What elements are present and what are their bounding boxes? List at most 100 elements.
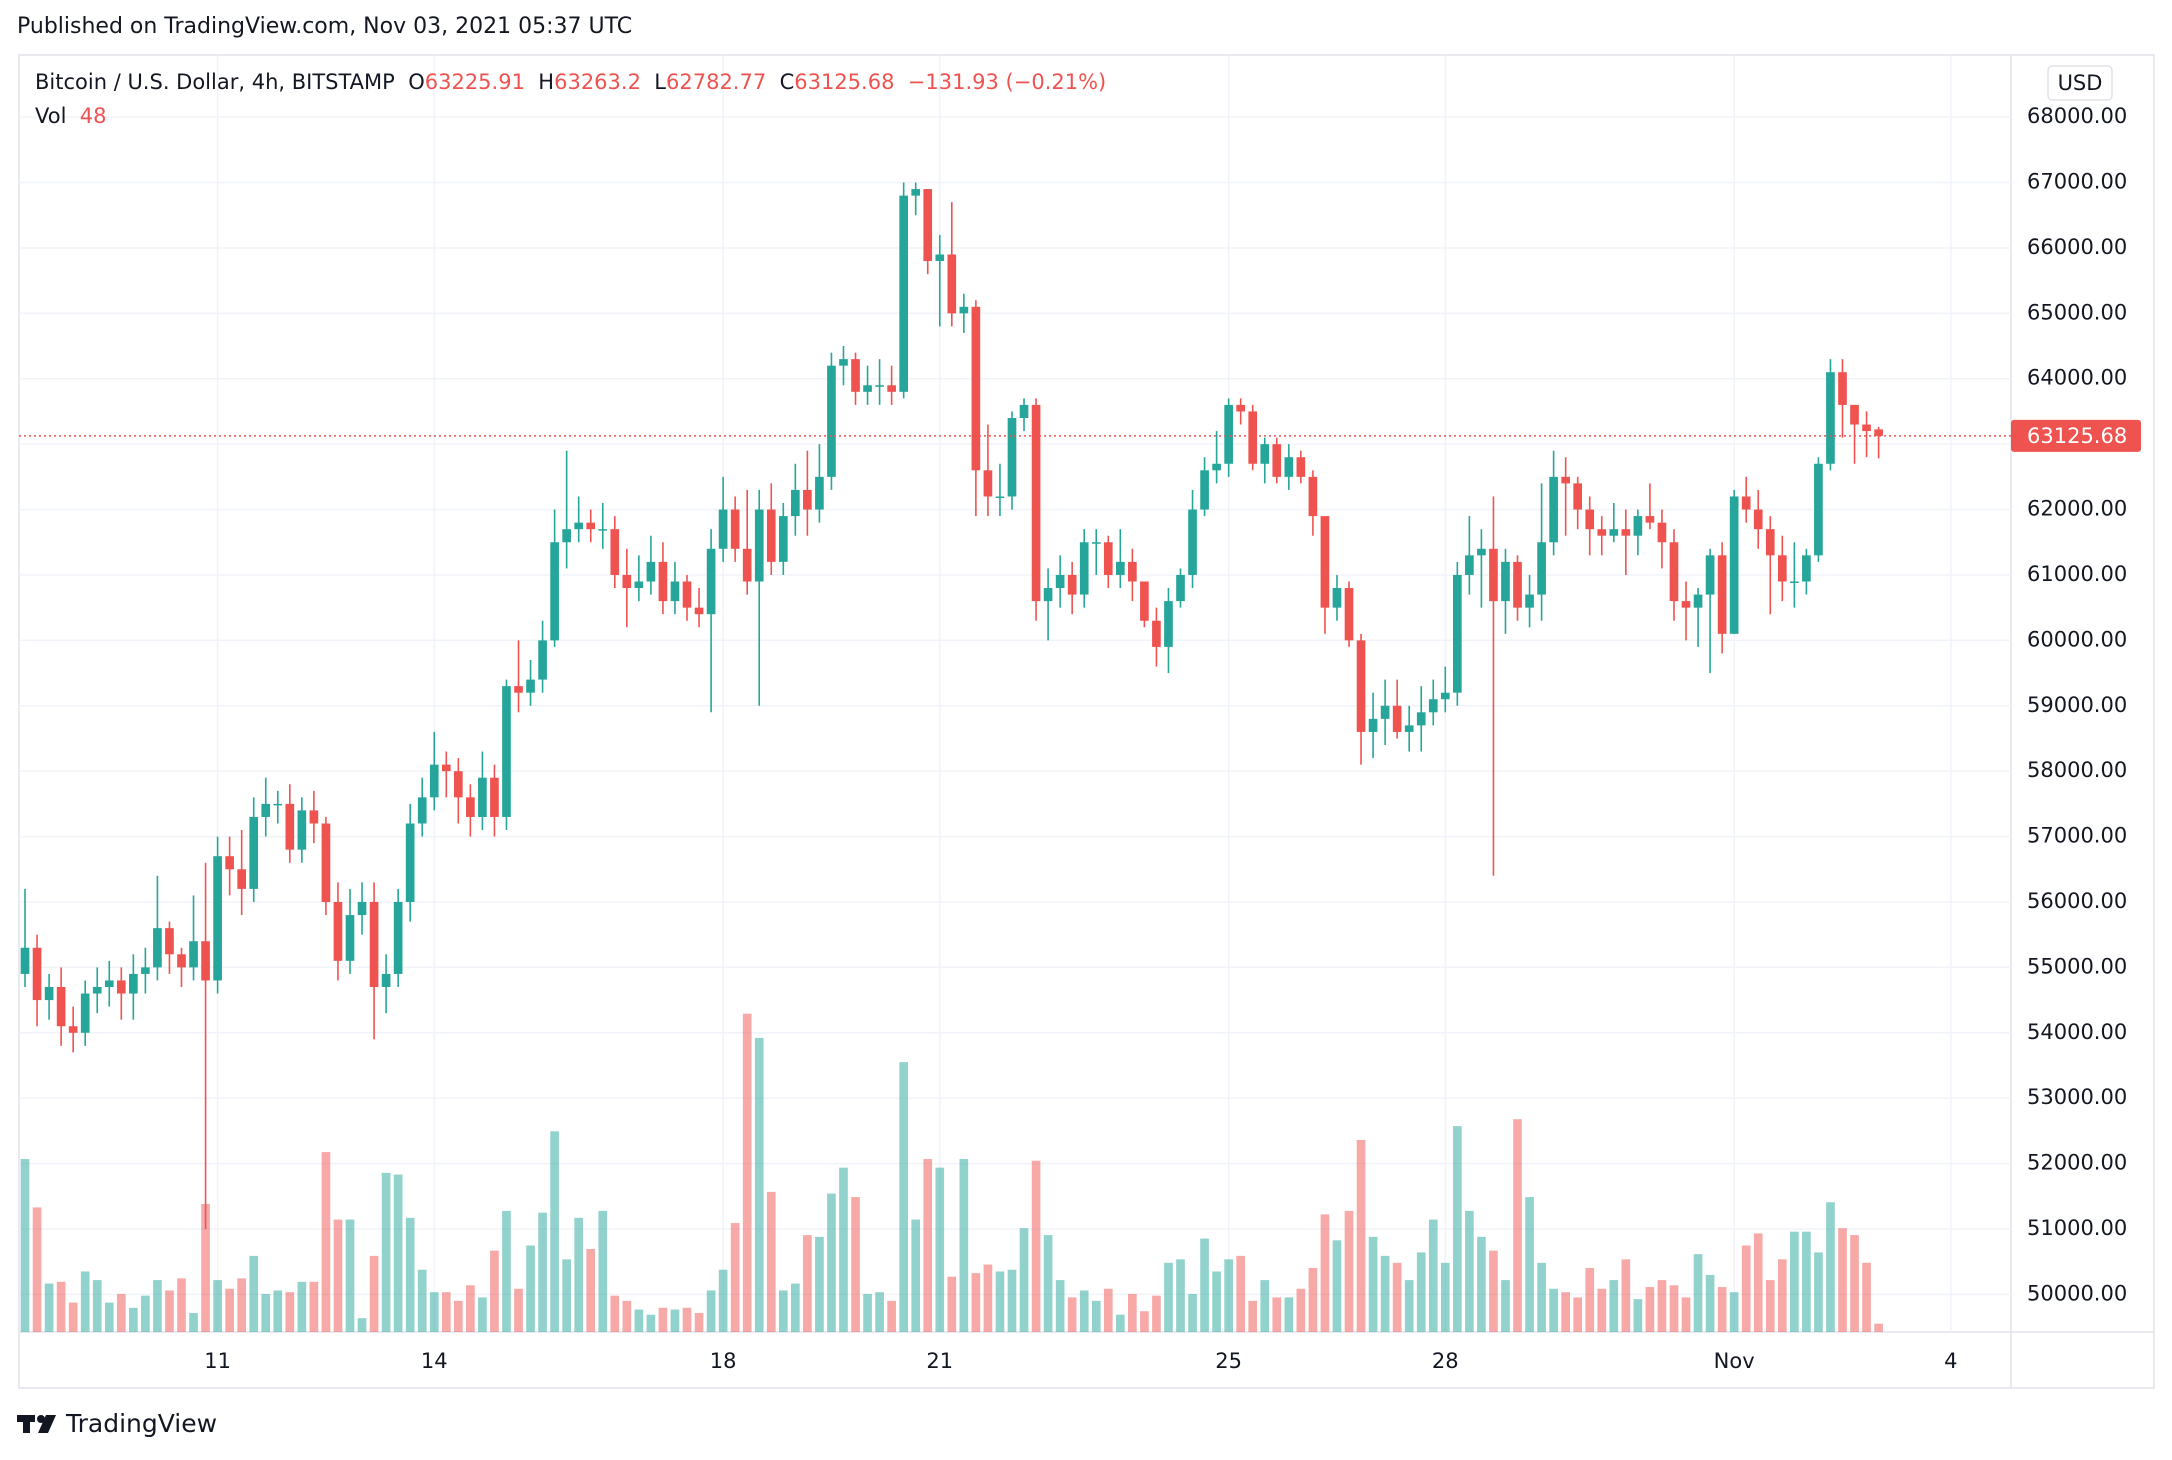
volume-bar [1356, 1139, 1366, 1332]
volume-bar [189, 1312, 198, 1332]
candle-body [177, 954, 186, 968]
symbol: Bitcoin / U.S. Dollar, 4h, BITSTAMP [35, 70, 395, 94]
candle-body [165, 928, 174, 955]
candle-body [405, 823, 415, 902]
candle-body [923, 189, 933, 262]
candle-body [80, 993, 90, 1033]
volume-bar [1091, 1300, 1101, 1332]
volume-bar [1525, 1197, 1534, 1332]
volume-bar [309, 1281, 319, 1332]
volume-bar [1416, 1252, 1426, 1332]
volume-bar [1188, 1293, 1197, 1332]
candle-body [899, 195, 908, 392]
y-tick-label: 51000.00 [2027, 1216, 2127, 1240]
volume-bar [20, 1159, 30, 1332]
currency-box[interactable] [2047, 65, 2113, 101]
volume-bar [1152, 1295, 1161, 1332]
change: −131.93 (−0.21%) [907, 70, 1107, 94]
volume-bar [1236, 1255, 1246, 1332]
volume-bar [1079, 1290, 1089, 1332]
volume-bar [273, 1290, 283, 1332]
volume-bar [1693, 1254, 1703, 1332]
y-tick-label: 55000.00 [2027, 954, 2127, 978]
candle-body [947, 254, 957, 314]
volume-bar [1404, 1280, 1414, 1332]
volume-bar [1320, 1214, 1330, 1332]
candle-body [1212, 463, 1221, 471]
candle-body [1669, 542, 1679, 602]
volume-bar [598, 1210, 608, 1332]
candle-body [538, 640, 547, 680]
ohlc-value: 63263.2 [554, 70, 641, 94]
volume-bar [971, 1273, 981, 1332]
volume-bar [1777, 1259, 1787, 1332]
y-tick-label: 59000.00 [2027, 693, 2127, 717]
volume-bar [357, 1318, 367, 1332]
logo-shape [23, 1415, 30, 1433]
last-price-box [2011, 419, 2141, 452]
candle-body [417, 797, 427, 824]
volume-bar [1164, 1262, 1173, 1332]
spacer [66, 104, 79, 128]
volume-bar [1633, 1299, 1643, 1332]
volume-bar [1874, 1323, 1883, 1332]
candle-body [141, 967, 150, 974]
candle-body [44, 986, 54, 1001]
candle-body [237, 869, 247, 889]
candle-body [562, 529, 571, 543]
candle-body [1140, 581, 1149, 621]
volume-bar [381, 1172, 391, 1332]
volume-bar [550, 1131, 559, 1332]
volume-bar [1332, 1240, 1342, 1332]
volume-bar [1465, 1210, 1474, 1332]
volume-bar [1380, 1255, 1390, 1332]
candle-body [1043, 588, 1053, 602]
x-tick-label: 28 [1432, 1349, 1459, 1373]
y-tick-label: 66000.00 [2027, 235, 2127, 259]
candle-body [827, 365, 836, 477]
candle-body [815, 476, 824, 510]
candle-body [742, 548, 752, 582]
chart-frame [18, 54, 2155, 1389]
volume-bar [1753, 1233, 1763, 1332]
volume-bar [92, 1280, 102, 1332]
volume-value: 48 [79, 104, 107, 128]
candle-body [778, 516, 788, 562]
volume-bar [104, 1302, 114, 1332]
candle-body [1224, 404, 1233, 464]
volume-bar [165, 1290, 174, 1332]
candle-body [706, 548, 716, 615]
x-tick-label: 18 [710, 1349, 737, 1373]
volume-bar [153, 1280, 162, 1332]
volume-bar [562, 1259, 571, 1332]
candle-body [1428, 699, 1438, 713]
ohlc-label: C [779, 70, 795, 94]
candle-body [1308, 476, 1318, 517]
volume-bar [718, 1269, 728, 1332]
candle-body [1067, 574, 1077, 595]
volume-bar [730, 1223, 740, 1332]
candle-body [261, 803, 271, 817]
volume-bar [1452, 1126, 1462, 1332]
candle-body [1236, 404, 1246, 412]
last-price-label: 63125.68 [2027, 424, 2127, 448]
candle-body [309, 810, 319, 824]
candle-body [658, 561, 668, 602]
candle-body [1296, 457, 1306, 477]
candle-body [333, 901, 343, 961]
volume-bar [1368, 1236, 1378, 1332]
candle-body [766, 509, 776, 562]
candle-body [1465, 555, 1474, 575]
candle-body [1777, 555, 1787, 582]
candle-body [1790, 581, 1799, 583]
candle-body [273, 803, 283, 806]
candle-body [116, 980, 126, 994]
x-tick-label: Nov [1714, 1349, 1755, 1373]
x-tick-label: 25 [1215, 1349, 1242, 1373]
volume-bar [213, 1280, 222, 1332]
volume-bar [1790, 1231, 1799, 1332]
volume-bar [129, 1307, 138, 1332]
volume-bar [237, 1278, 247, 1332]
candle-body [1585, 509, 1595, 530]
candle-body [586, 522, 596, 530]
